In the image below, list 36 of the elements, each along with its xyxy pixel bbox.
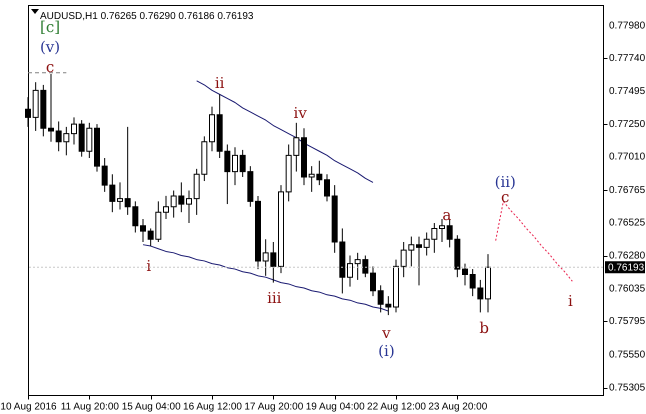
x-tick-label: 17 Aug 20:00 (244, 402, 304, 412)
annotation: a (442, 206, 452, 224)
annotation: (v) (40, 38, 60, 56)
x-tick-label: 22 Aug 12:00 (367, 402, 426, 412)
y-tick-label: 0.76525 (609, 217, 646, 228)
y-tick-label: 0.75305 (609, 382, 646, 394)
y-tick-label: 0.77250 (609, 119, 646, 130)
x-tick-label: 10 Aug 2016 (0, 402, 58, 412)
y-tick-label: 0.77740 (609, 52, 646, 64)
y-tick-label: 0.75795 (609, 316, 646, 328)
y-tick-label: 0.77980 (609, 20, 646, 32)
annotation: b (479, 319, 489, 337)
x-tick-label: 23 Aug 20:00 (428, 402, 488, 412)
x-tick-label: 15 Aug 04:00 (122, 402, 182, 412)
annotation: iv (294, 104, 308, 122)
x-tick-label: 19 Aug 04:00 (306, 402, 366, 412)
ref-line-label: 0.76193 (608, 262, 645, 274)
line-series (495, 200, 573, 282)
annotation: i (568, 292, 574, 310)
line-series (142, 244, 389, 312)
annotation: v (381, 324, 392, 342)
annotation: (ii) (494, 173, 516, 191)
x-tick-label: 11 Aug 20:00 (60, 402, 120, 412)
y-tick-label: 0.77495 (609, 86, 646, 97)
annotation: (i) (378, 342, 395, 360)
y-tick-label: 0.77010 (609, 152, 646, 163)
y-tick-label: 0.75550 (609, 349, 646, 360)
annotation: iii (267, 289, 282, 307)
annotation: c (46, 58, 54, 76)
y-tick-label: 0.76765 (609, 184, 646, 196)
annotation: ii (214, 74, 225, 92)
annotation: c (501, 188, 510, 206)
x-tick-label: 16 Aug 12:00 (183, 402, 242, 412)
y-tick-label: 0.76280 (609, 250, 646, 262)
y-tick-label: 0.76035 (609, 284, 646, 295)
annotation: i (146, 257, 152, 275)
